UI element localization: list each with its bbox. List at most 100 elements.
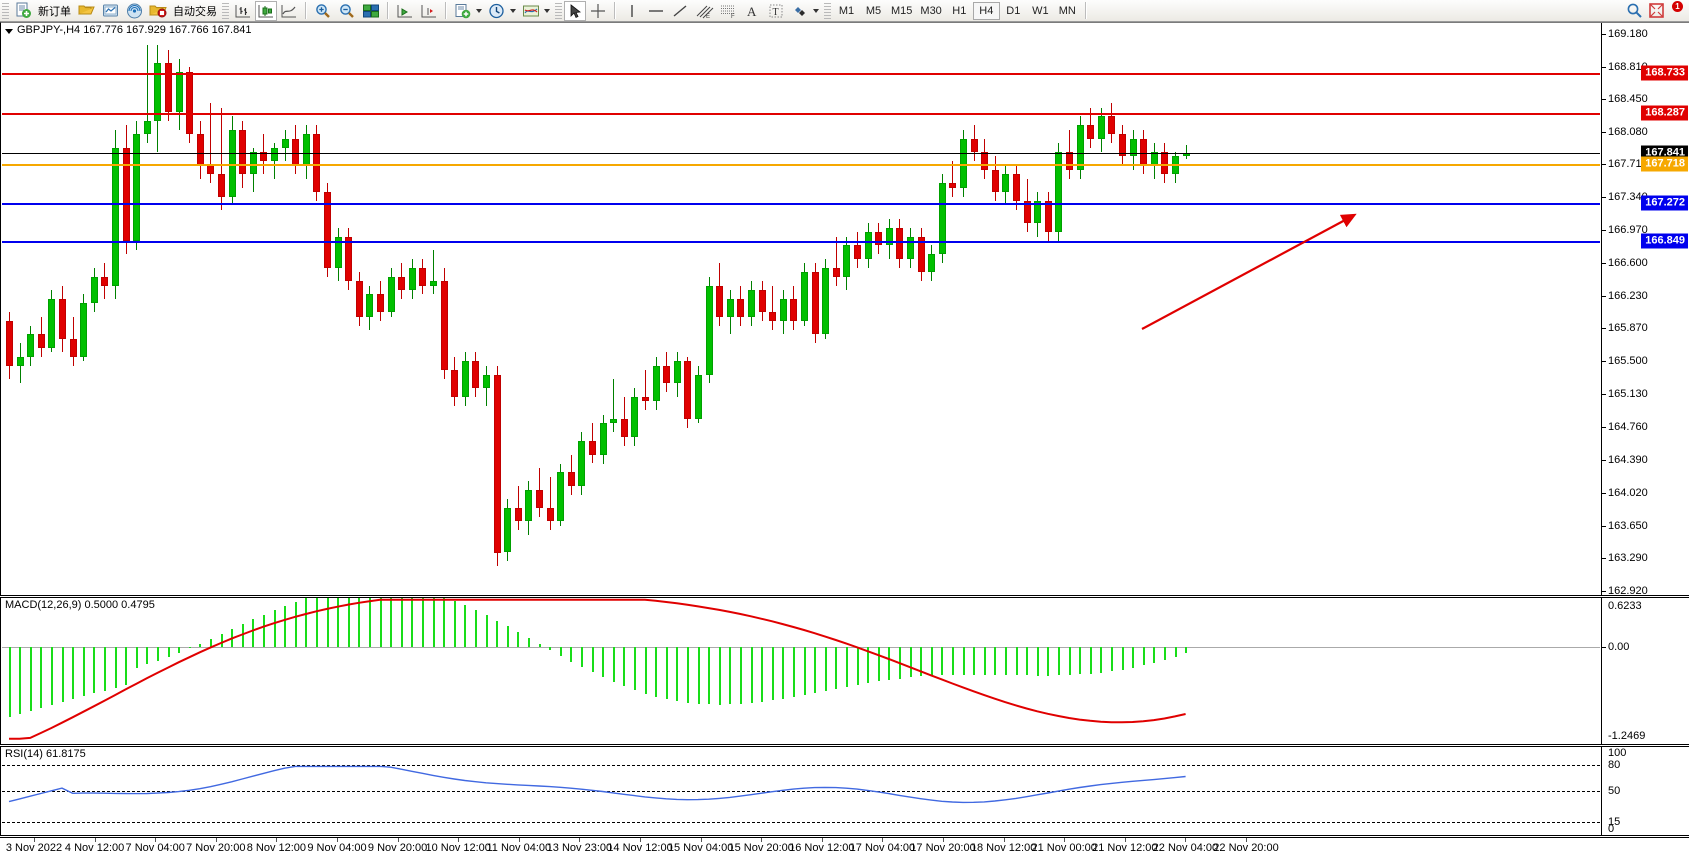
timeframe-m30[interactable]: M30 bbox=[920, 4, 942, 17]
text-label-icon[interactable]: A bbox=[740, 1, 764, 21]
line-chart-icon[interactable] bbox=[277, 1, 301, 21]
candle-body bbox=[334, 236, 342, 268]
macd-histogram-bar bbox=[750, 646, 753, 703]
rsi-plot-area[interactable] bbox=[2, 747, 1600, 835]
macd-pane[interactable]: MACD(12,26,9) 0.5000 0.4795 0.6233 0.00 -1… bbox=[0, 597, 1689, 745]
candle-wick bbox=[274, 143, 275, 179]
terminal-icon[interactable] bbox=[98, 1, 122, 21]
equidistant-channel-icon[interactable]: E bbox=[692, 1, 716, 21]
rsi-pane[interactable]: RSI(14) 61.8175 100 80 50 15 0 bbox=[0, 746, 1689, 836]
macd-histogram-bar bbox=[1036, 646, 1039, 676]
pivot-price-tag[interactable]: 167.718 bbox=[1641, 156, 1688, 172]
candle-body bbox=[398, 276, 406, 290]
resistance-line-1[interactable] bbox=[2, 113, 1600, 116]
trendline-icon[interactable] bbox=[668, 1, 692, 21]
new-order-icon[interactable] bbox=[11, 1, 35, 21]
candle-body bbox=[69, 338, 77, 357]
price-tick-label: 165.500 bbox=[1608, 355, 1648, 368]
timeframe-d1[interactable]: D1 bbox=[1006, 4, 1021, 17]
support-2-price-tag[interactable]: 166.849 bbox=[1641, 233, 1688, 249]
hline-icon[interactable] bbox=[644, 1, 668, 21]
timeframe-h1[interactable]: H1 bbox=[952, 4, 967, 17]
indicators-dropdown-icon[interactable] bbox=[476, 8, 482, 13]
support-line-2[interactable] bbox=[2, 241, 1600, 244]
cursor-icon[interactable] bbox=[564, 0, 586, 21]
chart-shift-icon[interactable] bbox=[417, 1, 441, 21]
time-tick bbox=[640, 838, 641, 842]
toolbar-grip-3[interactable] bbox=[555, 1, 562, 20]
resistance-1-price-tag[interactable]: 168.287 bbox=[1641, 105, 1688, 121]
svg-text:A: A bbox=[747, 4, 757, 19]
timeframe-mn[interactable]: MN bbox=[1058, 4, 1076, 17]
toolbar-grip-4[interactable] bbox=[824, 1, 831, 20]
templates-dropdown-icon[interactable] bbox=[544, 8, 550, 13]
signals-icon[interactable] bbox=[122, 1, 146, 21]
templates-icon[interactable] bbox=[519, 1, 543, 21]
objects-icon[interactable] bbox=[788, 1, 812, 21]
text-box-icon[interactable]: T bbox=[764, 1, 788, 21]
price-plot-area[interactable] bbox=[2, 23, 1600, 595]
timeframe-h4[interactable]: H4 bbox=[972, 1, 1000, 20]
macd-scale: 0.6233 0.00 -1.2469 bbox=[1601, 598, 1689, 744]
candle-body bbox=[896, 227, 904, 259]
macd-histogram-bar bbox=[506, 626, 509, 647]
candle-body bbox=[1013, 174, 1020, 201]
macd-plot-area[interactable] bbox=[2, 598, 1600, 744]
time-tick bbox=[700, 838, 702, 842]
candlestick-icon[interactable] bbox=[255, 0, 277, 21]
period-icon[interactable] bbox=[485, 1, 509, 21]
support-line-1[interactable] bbox=[2, 203, 1600, 206]
auto-scroll-icon[interactable] bbox=[393, 1, 417, 21]
toolbar-grip-2[interactable] bbox=[222, 1, 229, 20]
resistance-2-price-tag[interactable]: 168.733 bbox=[1641, 65, 1688, 81]
period-dropdown-icon[interactable] bbox=[510, 8, 516, 13]
macd-histogram-bar bbox=[114, 646, 117, 688]
price-tick-label: 163.650 bbox=[1608, 519, 1648, 532]
candle-body bbox=[546, 508, 554, 522]
bar-chart-icon[interactable] bbox=[231, 1, 255, 21]
time-tick bbox=[1003, 838, 1005, 842]
zoom-out-icon[interactable] bbox=[335, 1, 359, 21]
tile-windows-icon[interactable] bbox=[359, 1, 383, 21]
alert-badge[interactable]: 1 bbox=[1672, 1, 1683, 12]
crosshair-icon[interactable] bbox=[586, 1, 610, 21]
candle-body bbox=[143, 120, 151, 135]
price-pane[interactable]: GBPJPY-,H4 167.776 167.929 167.766 167.8… bbox=[0, 22, 1689, 597]
new-order-label[interactable]: 新订单 bbox=[38, 5, 71, 18]
timeframe-m1[interactable]: M1 bbox=[838, 4, 855, 17]
macd-histogram-bar bbox=[1110, 646, 1113, 672]
candle-body bbox=[1034, 200, 1042, 224]
pivot-line[interactable] bbox=[2, 163, 1600, 166]
macd-histogram-bar bbox=[485, 615, 488, 647]
indicators-icon[interactable] bbox=[451, 1, 475, 21]
macd-zero-line bbox=[2, 646, 1600, 648]
fullscreen-icon[interactable] bbox=[1648, 2, 1665, 24]
support-1-price-tag[interactable]: 167.272 bbox=[1641, 195, 1688, 211]
timeframe-m15[interactable]: M15 bbox=[891, 4, 913, 17]
macd-scale-label: 0.00 bbox=[1608, 640, 1630, 653]
time-tick bbox=[276, 838, 278, 842]
candle-body bbox=[80, 303, 88, 357]
objects-dropdown-icon[interactable] bbox=[813, 8, 819, 13]
fibonacci-icon[interactable]: F bbox=[716, 1, 740, 21]
folder-icon[interactable] bbox=[74, 1, 98, 21]
price-tick-label: 168.450 bbox=[1608, 92, 1648, 105]
price-tick bbox=[1602, 590, 1606, 592]
macd-histogram-bar bbox=[61, 646, 64, 703]
zoom-in-icon[interactable] bbox=[311, 1, 335, 21]
price-scale[interactable]: 169.180 168.810 168.450 168.080 167.710 167.3… bbox=[1601, 23, 1689, 597]
vline-icon[interactable] bbox=[620, 1, 644, 21]
time-scale[interactable]: 3 Nov 2022 4 Nov 12:00 7 Nov 04:00 7 Nov 20… bbox=[0, 837, 1689, 860]
search-icon[interactable] bbox=[1626, 2, 1643, 24]
timeframe-m5[interactable]: M5 bbox=[865, 4, 882, 17]
candle-body bbox=[345, 236, 353, 282]
timeframe-w1[interactable]: W1 bbox=[1032, 4, 1049, 17]
time-tick bbox=[1124, 838, 1126, 842]
auto-trading-label[interactable]: 自动交易 bbox=[173, 5, 217, 18]
symbol-dropdown-icon[interactable] bbox=[5, 29, 13, 34]
auto-trading-icon[interactable] bbox=[146, 1, 170, 21]
macd-histogram-bar bbox=[178, 646, 181, 653]
last-price-line[interactable] bbox=[2, 152, 1600, 154]
toolbar-grip[interactable] bbox=[2, 1, 9, 20]
resistance-line-2[interactable] bbox=[2, 73, 1600, 76]
